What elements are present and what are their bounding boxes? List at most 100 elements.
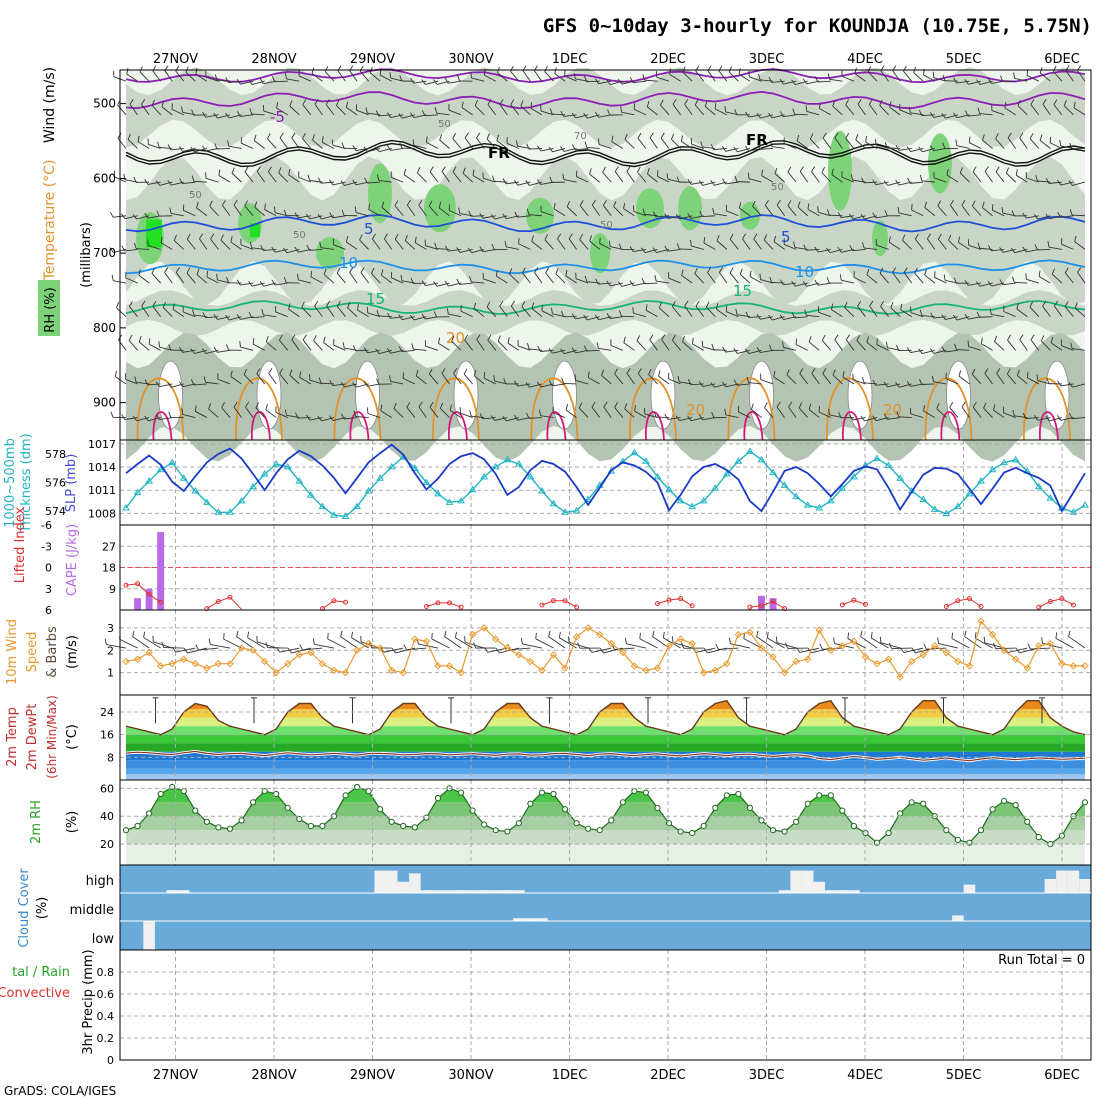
wind-barb-flag [1022, 212, 1027, 219]
wind-barb [636, 340, 647, 351]
wind-barb [240, 282, 254, 286]
rh-point [1001, 797, 1008, 805]
wind-barb-flag [225, 77, 230, 83]
wind-barb-flag [826, 277, 830, 284]
wind-barb-flag [607, 109, 611, 116]
wind-barb-flag [201, 348, 207, 354]
wind-barb-flag [421, 280, 426, 286]
wind-barb-flag [294, 212, 299, 219]
isotherm-20 [136, 377, 185, 441]
thickness-point [491, 462, 500, 470]
wind-barb [841, 75, 855, 82]
wind-barb-flag [363, 146, 368, 152]
wind-barb-flag [661, 334, 666, 340]
wind-barb-flag [526, 143, 530, 150]
li-point [215, 599, 221, 604]
rh-point [954, 836, 962, 844]
wind-barb [864, 247, 878, 250]
wind-barb [948, 240, 959, 250]
wind-barb-flag [745, 111, 750, 118]
wind-barb-flag [416, 167, 421, 173]
rh-point [284, 804, 291, 811]
wind-barb [934, 277, 947, 284]
wind-barb [644, 282, 658, 285]
wind-barb [381, 274, 393, 284]
wind-barb-flag [561, 310, 565, 317]
wind-barb [819, 108, 832, 116]
wind-barb [460, 310, 473, 318]
wind-barb-flag [737, 405, 740, 412]
wind-barb-flag [932, 71, 935, 78]
wind-barb-flag [453, 368, 458, 374]
wind-speed-point [203, 664, 211, 672]
wind-barb-flag [779, 314, 784, 320]
wind-barb-flag [168, 344, 172, 351]
wind-barb-flag [976, 311, 980, 318]
wind-barb [637, 137, 647, 149]
wind-barb-flag [796, 134, 800, 141]
wind-barb-flag [464, 132, 469, 139]
label-convective: Convective [0, 986, 70, 1001]
wind-barb-flag [509, 268, 513, 275]
label-speed: Speed [25, 632, 40, 673]
wind-barb-flag [389, 375, 391, 382]
wind-barb [474, 105, 485, 116]
wind-barb-flag [278, 167, 282, 174]
wind-barb-flag [799, 368, 804, 374]
cloud-bar-high [478, 890, 490, 893]
wind-barb-flag [462, 167, 466, 174]
contour-label: 70 [574, 131, 587, 142]
wind-barb-flag [144, 379, 149, 386]
rh-point [122, 827, 130, 834]
wind-barb [866, 341, 878, 351]
rh-dry-pocket [749, 360, 774, 430]
wind-barb [760, 114, 774, 119]
wind-barb [771, 146, 785, 149]
wind-barb [945, 114, 959, 119]
wind-barb [325, 104, 335, 116]
li-point [574, 604, 580, 610]
wind-barb [760, 316, 774, 320]
rh-tick-40: 40 [100, 810, 114, 823]
wind-barb [534, 272, 543, 284]
wind-barb-flag [317, 213, 322, 220]
wind-barb [899, 109, 912, 116]
wind-barb-flag [1064, 267, 1069, 274]
wind-barb [1037, 215, 1051, 220]
precip-tick-0.4: 0.4 [97, 1010, 115, 1023]
label-lifted-index: Lifted Index [13, 506, 28, 583]
wind-barb-flag [495, 270, 498, 277]
wind-barb-flag [268, 368, 273, 374]
wind-barb-flag [323, 268, 327, 275]
wind-barb-flag [1068, 180, 1073, 186]
wind-barb-flag [931, 375, 934, 382]
wind-barb-flag [226, 344, 229, 351]
wind-barb [151, 104, 161, 116]
li-tick--6: -6 [41, 519, 52, 532]
wind-barb-flag [507, 337, 510, 344]
wind-barb-flag [289, 369, 293, 376]
surface-wind-barb-flag [911, 647, 916, 654]
wind-barb-flag [924, 269, 927, 276]
wind-barb-flag [151, 267, 156, 274]
wind-barb [706, 306, 716, 317]
wind-barb-flag [352, 382, 357, 388]
wind-barb [321, 247, 335, 250]
wind-barb [739, 207, 751, 217]
wind-barb [637, 171, 647, 183]
wind-tick-1: 1 [107, 667, 114, 680]
wind-barb-flag [759, 273, 761, 280]
wind-barb [349, 272, 358, 284]
contour-label: FR [746, 131, 768, 149]
wind-barb-flag [474, 99, 479, 106]
wind-speed-point [422, 637, 431, 646]
rh-point [423, 814, 430, 821]
temp-tick-16: 16 [100, 729, 114, 742]
wind-barb-flag [468, 210, 472, 217]
wind-barb [301, 307, 312, 317]
cloud-bar-high [443, 890, 456, 893]
wind-barb-flag [646, 100, 650, 107]
temp-line [125, 699, 1086, 736]
wind-barb-flag [987, 280, 992, 287]
